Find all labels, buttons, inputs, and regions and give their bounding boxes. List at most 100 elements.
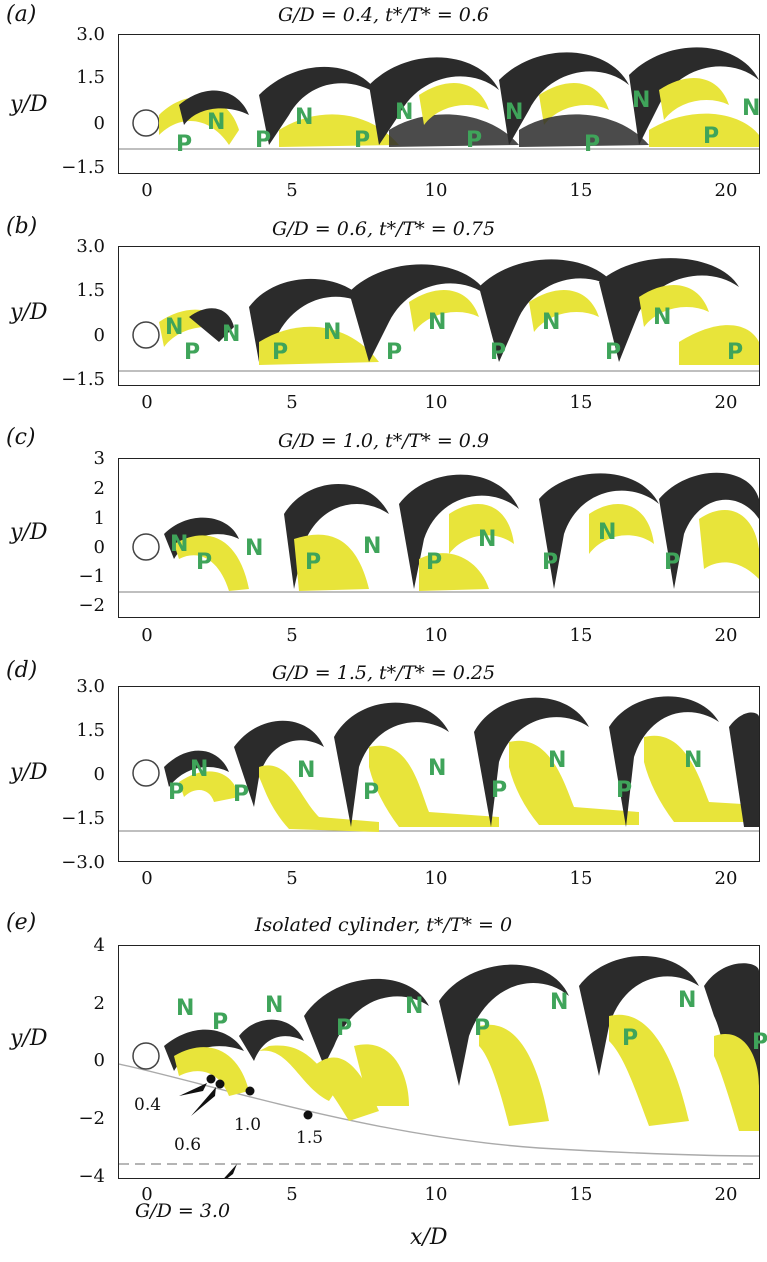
vortex-label: N: [190, 757, 209, 782]
vortex-label: N: [395, 100, 414, 125]
y-tick: 1: [93, 508, 105, 529]
y-tick: 3.0: [76, 676, 105, 697]
vortex-label: P: [305, 550, 322, 575]
vortex-label: P: [196, 550, 213, 575]
vortex-label: N: [207, 110, 226, 135]
x-tick: 5: [286, 392, 298, 413]
vortex-label: P: [426, 550, 443, 575]
x-tick: 0: [141, 868, 153, 889]
vortex-label: P: [255, 128, 272, 153]
vortex-label: P: [474, 1016, 491, 1041]
y-tick: −4: [78, 1166, 105, 1187]
x-tick: 20: [714, 180, 738, 201]
panel-label: (e): [6, 910, 37, 935]
vortex-label: P: [542, 550, 559, 575]
vortex-label: N: [405, 994, 424, 1019]
x-tick: 0: [141, 180, 153, 201]
vortex-label: P: [727, 340, 744, 365]
y-tick: 0: [93, 537, 105, 558]
vortex-label: P: [233, 782, 250, 807]
x-tick: 20: [714, 868, 738, 889]
y-tick: −1: [78, 566, 105, 587]
vortex-label: P: [354, 128, 371, 153]
vortex-structures: [159, 258, 759, 365]
x-tick: 5: [286, 625, 298, 646]
y-tick: −1.5: [61, 157, 105, 178]
panel-label: (d): [6, 658, 38, 683]
vortex-label: P: [336, 1016, 353, 1041]
panel-label: (a): [6, 2, 37, 27]
y-tick: 0: [93, 764, 105, 785]
x-tick: 15: [569, 868, 593, 889]
vortex-label: N: [548, 748, 567, 773]
vortex-structures: [159, 47, 759, 147]
vortex-label: P: [272, 340, 289, 365]
y-tick: 3: [93, 448, 105, 469]
y-tick: 0: [93, 113, 105, 134]
x-tick: 0: [141, 1184, 153, 1205]
vortex-structures: [164, 956, 759, 1131]
vortex-label: N: [598, 520, 617, 545]
panel-title: G/D = 0.6, t*/T* = 0.75: [271, 218, 496, 240]
vortex-label: N: [428, 756, 447, 781]
x-tick: 5: [286, 1184, 298, 1205]
y-tick: 1.5: [76, 67, 105, 88]
x-axis-label: x/D: [410, 1225, 448, 1250]
vortex-label: P: [584, 132, 601, 157]
flow-visualization: [118, 34, 760, 174]
vortex-label: N: [222, 322, 241, 347]
x-tick: 10: [424, 392, 448, 413]
vortex-label: P: [176, 132, 193, 157]
vortex-label: N: [297, 758, 316, 783]
vortex-label: N: [653, 305, 672, 330]
gap-markers: [179, 1074, 313, 1178]
vortex-label: P: [622, 1026, 639, 1051]
x-tick: 10: [424, 1184, 448, 1205]
y-tick: −2: [78, 1108, 105, 1129]
vortex-label: N: [165, 315, 184, 340]
gap-annotation: 1.0: [234, 1115, 262, 1135]
gap-annotation: 0.4: [134, 1095, 162, 1115]
vortex-label: P: [752, 1030, 767, 1055]
vortex-label: N: [295, 105, 314, 130]
y-tick: 1.5: [76, 280, 105, 301]
x-tick: 10: [424, 180, 448, 201]
vortex-label: P: [703, 124, 720, 149]
panel-title: Isolated cylinder, t*/T* = 0: [254, 914, 513, 936]
gap-annotation: 1.5: [296, 1128, 324, 1148]
y-tick: 1.5: [76, 720, 105, 741]
vortex-label: P: [466, 128, 483, 153]
y-axis-label: y/D: [10, 92, 48, 117]
y-tick: 4: [93, 935, 105, 956]
y-axis-label: y/D: [10, 760, 48, 785]
gap-label: G/D = 3.0: [135, 1200, 231, 1222]
flow-visualization: [118, 246, 760, 386]
y-axis-label: y/D: [10, 1026, 48, 1051]
vortex-label: N: [363, 534, 382, 559]
vortex-label: N: [632, 88, 651, 113]
vortex-label: N: [505, 100, 524, 125]
gap-annotation: 0.6: [174, 1135, 202, 1155]
flow-visualization: [118, 686, 760, 862]
x-tick: 5: [286, 180, 298, 201]
y-axis-label: y/D: [10, 520, 48, 545]
x-tick: 10: [424, 625, 448, 646]
y-tick: −2: [78, 595, 105, 616]
x-tick: 0: [141, 625, 153, 646]
vortex-label: P: [184, 340, 201, 365]
vortex-label: N: [742, 96, 761, 121]
x-tick: 15: [569, 180, 593, 201]
vortex-label: N: [684, 748, 703, 773]
x-tick: 15: [569, 1184, 593, 1205]
vortex-label: N: [478, 527, 497, 552]
x-tick: 15: [569, 392, 593, 413]
panel-label: (b): [6, 214, 38, 239]
vortex-label: P: [386, 340, 403, 365]
vortex-label: P: [491, 778, 508, 803]
y-tick: 3.0: [76, 24, 105, 45]
x-tick: 10: [424, 868, 448, 889]
panel-title: G/D = 1.0, t*/T* = 0.9: [277, 430, 490, 452]
flow-visualization: [118, 458, 760, 618]
vortex-label: P: [490, 340, 507, 365]
y-tick: 2: [93, 478, 105, 499]
